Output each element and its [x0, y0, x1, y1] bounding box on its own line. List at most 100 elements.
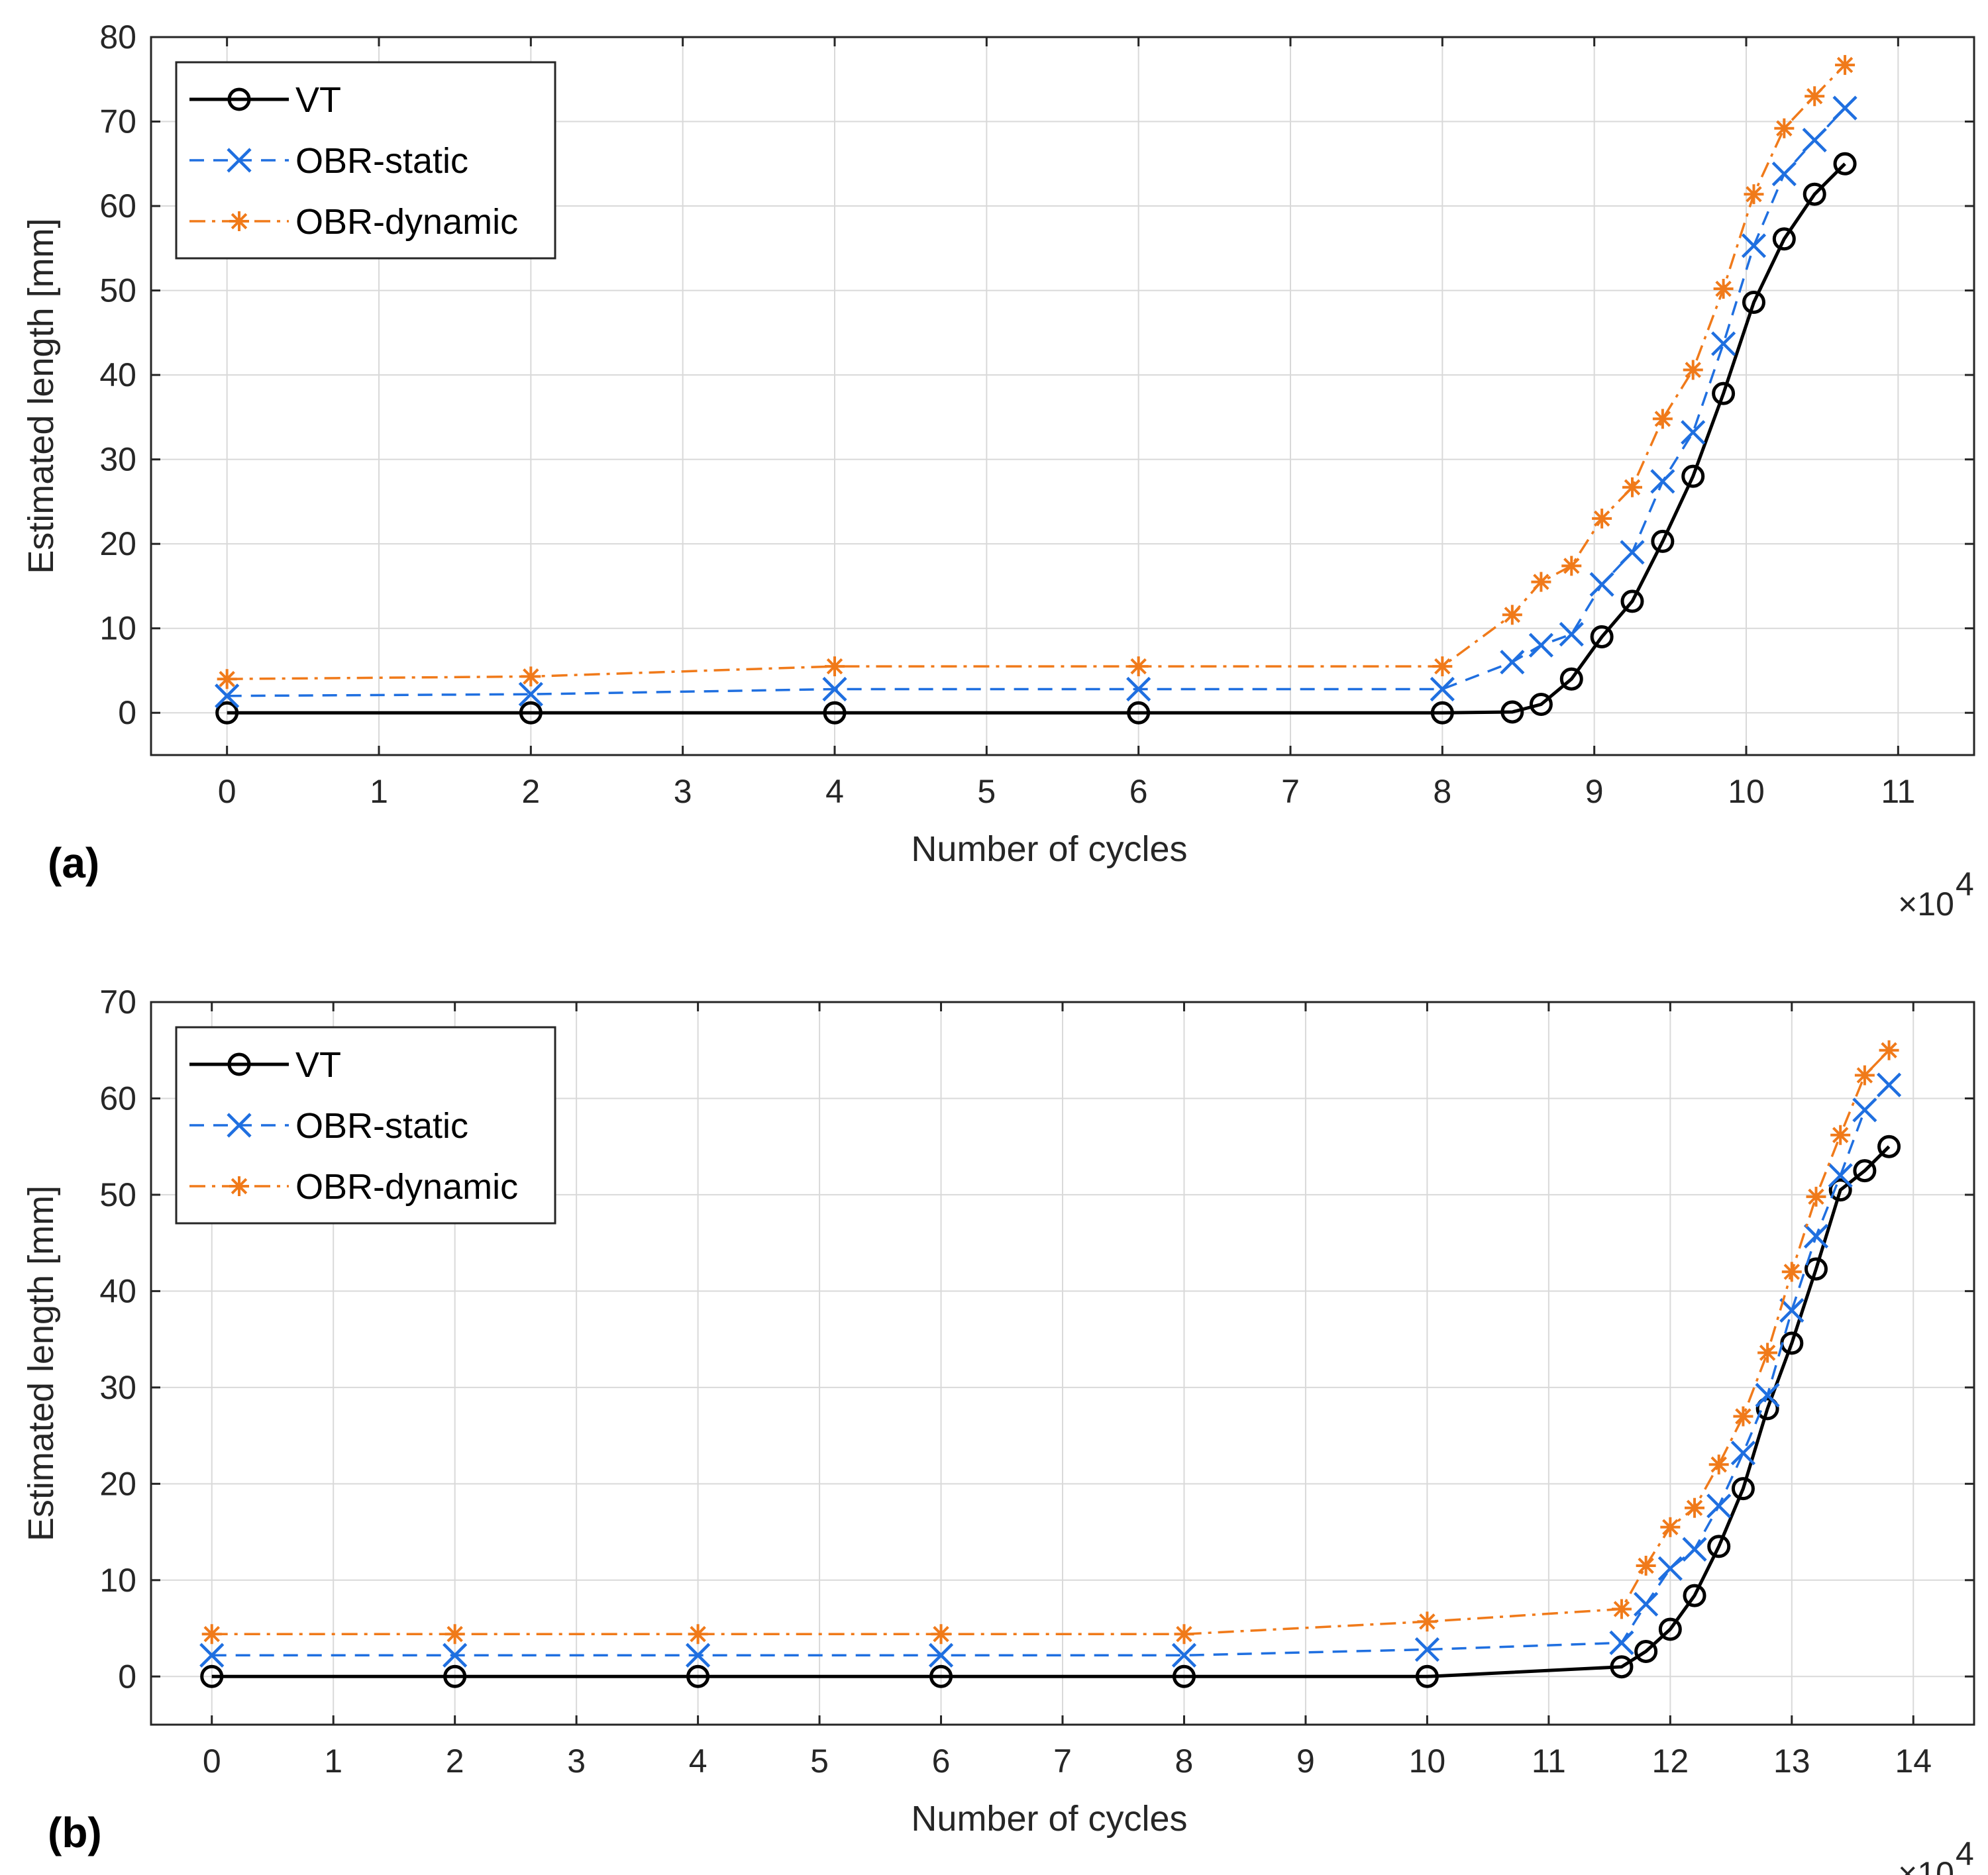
- x-tick-label-1: 1: [324, 1743, 342, 1780]
- data-point-obr-static-6: [1609, 1630, 1634, 1655]
- y-tick-label-2: 20: [99, 1465, 136, 1502]
- data-point-obr-static-13: [1779, 1297, 1805, 1323]
- data-point-vt-1: [443, 1664, 467, 1688]
- y-tick-label-7: 70: [99, 984, 136, 1021]
- data-point-obr-dynamic-15: [1805, 86, 1825, 107]
- data-point-obr-dynamic-9: [1622, 477, 1642, 497]
- x-tick-label-2: 2: [521, 773, 540, 810]
- data-point-obr-static-4: [1430, 676, 1455, 702]
- data-point-vt-17: [1877, 1135, 1901, 1158]
- x-tick-label-10: 10: [1409, 1743, 1446, 1780]
- data-point-vt-6: [1610, 1655, 1634, 1679]
- data-point-obr-static-17: [1876, 1072, 1902, 1097]
- data-point-obr-static-9: [1682, 1537, 1707, 1562]
- x-tick-label-5: 5: [977, 773, 996, 810]
- data-point-obr-static-11: [1730, 1441, 1756, 1466]
- data-point-obr-static-2: [686, 1643, 711, 1668]
- x-axis-title: Number of cycles: [911, 829, 1187, 869]
- x-tick-label-4: 4: [689, 1743, 707, 1780]
- y-tick-label-6: 60: [99, 187, 136, 225]
- data-point-vt-15: [1828, 1178, 1852, 1202]
- data-point-legend-obr-static-0: [227, 1113, 252, 1138]
- x-multiplier-exponent: 4: [1956, 866, 1974, 903]
- data-point-obr-dynamic-16: [1835, 55, 1856, 76]
- chart-panel-a: 0 1 2 3 4 5 6 7 8 9 10 11 0 10 20 30 40 50 60 70 80 Number …: [21, 19, 1975, 923]
- data-point-obr-static-1: [443, 1643, 468, 1668]
- x-tick-label-11: 11: [1881, 773, 1915, 810]
- data-point-obr-dynamic-6: [1531, 572, 1551, 592]
- y-tick-label-8: 80: [99, 19, 136, 56]
- data-point-legend-obr-dynamic-0: [229, 211, 249, 231]
- x-tick-label-6: 6: [1129, 773, 1148, 810]
- y-tick-label-2: 20: [99, 525, 136, 562]
- x-tick-label-0: 0: [218, 773, 236, 810]
- data-point-vt-12: [1712, 381, 1736, 405]
- legend-entry-1: OBR-static: [295, 1106, 468, 1146]
- y-tick-label-3: 30: [99, 1369, 136, 1406]
- data-point-vt-6: [1529, 692, 1553, 716]
- data-point-obr-dynamic-11: [1683, 360, 1703, 380]
- y-tick-labels: 0 10 20 30 40 50 60 70 80: [99, 19, 1974, 731]
- data-point-vt-7: [1634, 1639, 1658, 1663]
- data-point-vt-11: [1731, 1477, 1755, 1501]
- x-axis-title: Number of cycles: [911, 1799, 1187, 1839]
- data-point-vt-4: [1430, 701, 1454, 725]
- data-point-obr-dynamic-10: [1708, 1454, 1729, 1475]
- data-point-obr-dynamic-8: [1660, 1517, 1681, 1537]
- x-tick-label-7: 7: [1053, 1743, 1072, 1780]
- x-multiplier-base: ×10: [1898, 886, 1954, 923]
- data-point-obr-static-5: [1414, 1637, 1439, 1662]
- data-point-obr-static-1: [518, 682, 543, 707]
- data-point-obr-static-8: [1657, 1556, 1683, 1581]
- data-point-obr-static-11: [1681, 420, 1706, 445]
- x-tick-label-4: 4: [825, 773, 844, 810]
- data-point-obr-dynamic-11: [1733, 1406, 1753, 1427]
- data-point-obr-dynamic-3: [931, 1624, 951, 1645]
- y-tick-label-5: 50: [99, 272, 136, 309]
- data-point-vt-9: [1620, 589, 1644, 613]
- data-point-obr-dynamic-17: [1879, 1040, 1899, 1060]
- x-tick-label-8: 8: [1433, 773, 1451, 810]
- y-tick-label-3: 30: [99, 441, 136, 478]
- data-point-legend-vt-0: [227, 1052, 251, 1076]
- data-point-obr-static-16: [1832, 95, 1857, 121]
- data-point-vt-0: [200, 1664, 224, 1688]
- x-tick-label-12: 12: [1652, 1743, 1689, 1780]
- data-point-obr-dynamic-14: [1806, 1186, 1826, 1207]
- series-line-vt: [211, 1145, 1891, 1678]
- data-point-obr-dynamic-16: [1854, 1065, 1875, 1086]
- y-tick-label-0: 0: [118, 694, 136, 731]
- data-point-obr-dynamic-14: [1774, 118, 1795, 138]
- legend: VT OBR-static OBR-dynamic: [175, 61, 556, 260]
- data-point-vt-3: [929, 1664, 953, 1688]
- data-point-vt-0: [215, 701, 239, 725]
- legend-entry-1: OBR-static: [295, 141, 468, 181]
- x-tick-label-1: 1: [370, 773, 388, 810]
- data-point-obr-dynamic-2: [688, 1624, 708, 1645]
- x-tick-label-3: 3: [567, 1743, 586, 1780]
- data-point-vt-5: [1415, 1664, 1439, 1688]
- x-multiplier-exponent: 4: [1956, 1835, 1974, 1872]
- x-tick-label-14: 14: [1895, 1743, 1932, 1780]
- data-point-obr-static-0: [199, 1643, 225, 1668]
- y-tick-label-4: 40: [99, 356, 136, 393]
- x-multiplier: ×10 4: [1898, 866, 1974, 923]
- data-point-obr-dynamic-4: [1432, 656, 1453, 677]
- y-tick-label-1: 10: [99, 1562, 136, 1599]
- data-point-obr-static-7: [1559, 622, 1584, 647]
- data-point-vt-11: [1681, 464, 1705, 488]
- legend-entry-0: VT: [295, 1045, 341, 1085]
- data-point-obr-dynamic-1: [445, 1624, 465, 1645]
- data-point-vt-4: [1172, 1664, 1196, 1688]
- data-point-obr-dynamic-0: [201, 1624, 222, 1645]
- legend: VT OBR-static OBR-dynamic: [175, 1026, 556, 1225]
- series-line-vt: [227, 162, 1846, 715]
- legend-entry-0: VT: [295, 80, 341, 120]
- x-tick-label-2: 2: [446, 1743, 464, 1780]
- legend-entry-2: OBR-dynamic: [295, 202, 518, 242]
- x-tick-label-8: 8: [1175, 1743, 1194, 1780]
- data-point-obr-static-3: [928, 1643, 954, 1668]
- data-point-obr-static-5: [1500, 650, 1525, 675]
